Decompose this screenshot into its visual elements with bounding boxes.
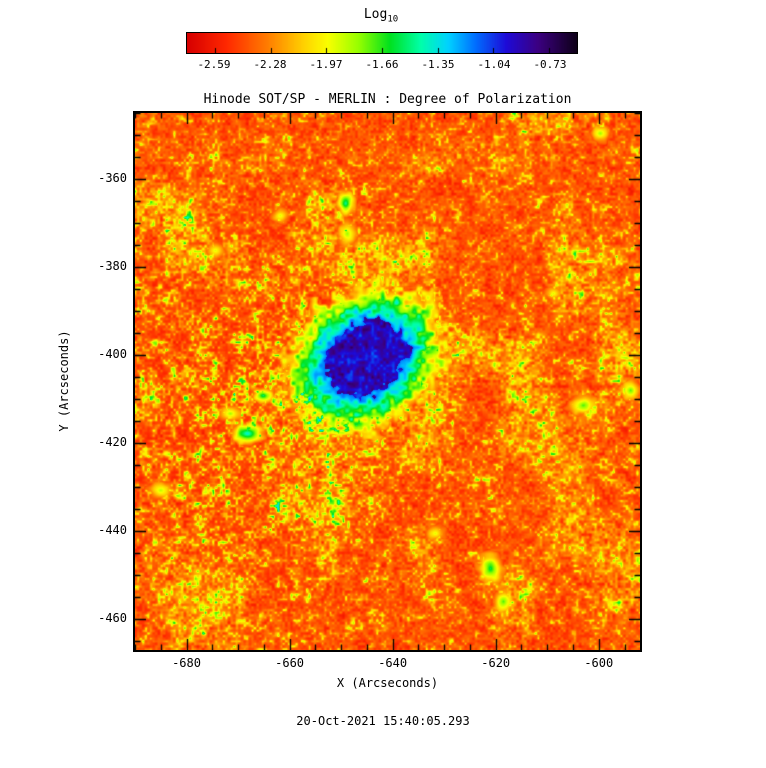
y-tick-label: -400	[98, 347, 127, 362]
plot-area	[133, 111, 642, 652]
colorbar-tick-label: -1.66	[365, 58, 399, 71]
colorbar-tick-label: -2.59	[197, 58, 231, 71]
colorbar-tick-label: -2.28	[253, 58, 287, 71]
x-tick-label: -600	[584, 656, 614, 670]
colorbar-tick-label: -1.97	[309, 58, 343, 71]
colorbar-tick-label: -1.04	[477, 58, 511, 71]
timestamp: 20-Oct-2021 15:40:05.293	[296, 714, 470, 728]
x-axis-label: X (Arcseconds)	[336, 676, 439, 690]
x-tick-label: -680	[172, 656, 201, 670]
x-tick-label: -620	[481, 656, 511, 670]
plot-title: Hinode SOT/SP - MERLIN : Degree of Polar…	[203, 92, 572, 107]
heatmap-canvas	[135, 113, 640, 650]
colorbar-title-subscript: 10	[387, 14, 399, 25]
colorbar-title-text: Log	[363, 7, 388, 22]
x-tick-label: -640	[378, 656, 408, 670]
colorbar-tick-labels: -2.59 -2.28 -1.97 -1.66 -1.35 -1.04 -0.73	[186, 58, 578, 71]
x-tick-label: -660	[275, 656, 305, 670]
colorbar-tick-label: -1.35	[421, 58, 455, 71]
colorbar-title: Log10	[186, 7, 576, 25]
y-tick-label: -420	[98, 435, 127, 450]
y-tick-label: -460	[98, 611, 127, 626]
y-tick-label: -440	[98, 523, 127, 538]
colorbar-tick-label: -0.73	[533, 58, 567, 71]
y-tick-label: -360	[98, 171, 127, 186]
colorbar-gradient	[186, 32, 578, 54]
y-tick-label: -380	[98, 259, 127, 274]
y-axis-label: Y (Arcseconds)	[57, 330, 71, 432]
